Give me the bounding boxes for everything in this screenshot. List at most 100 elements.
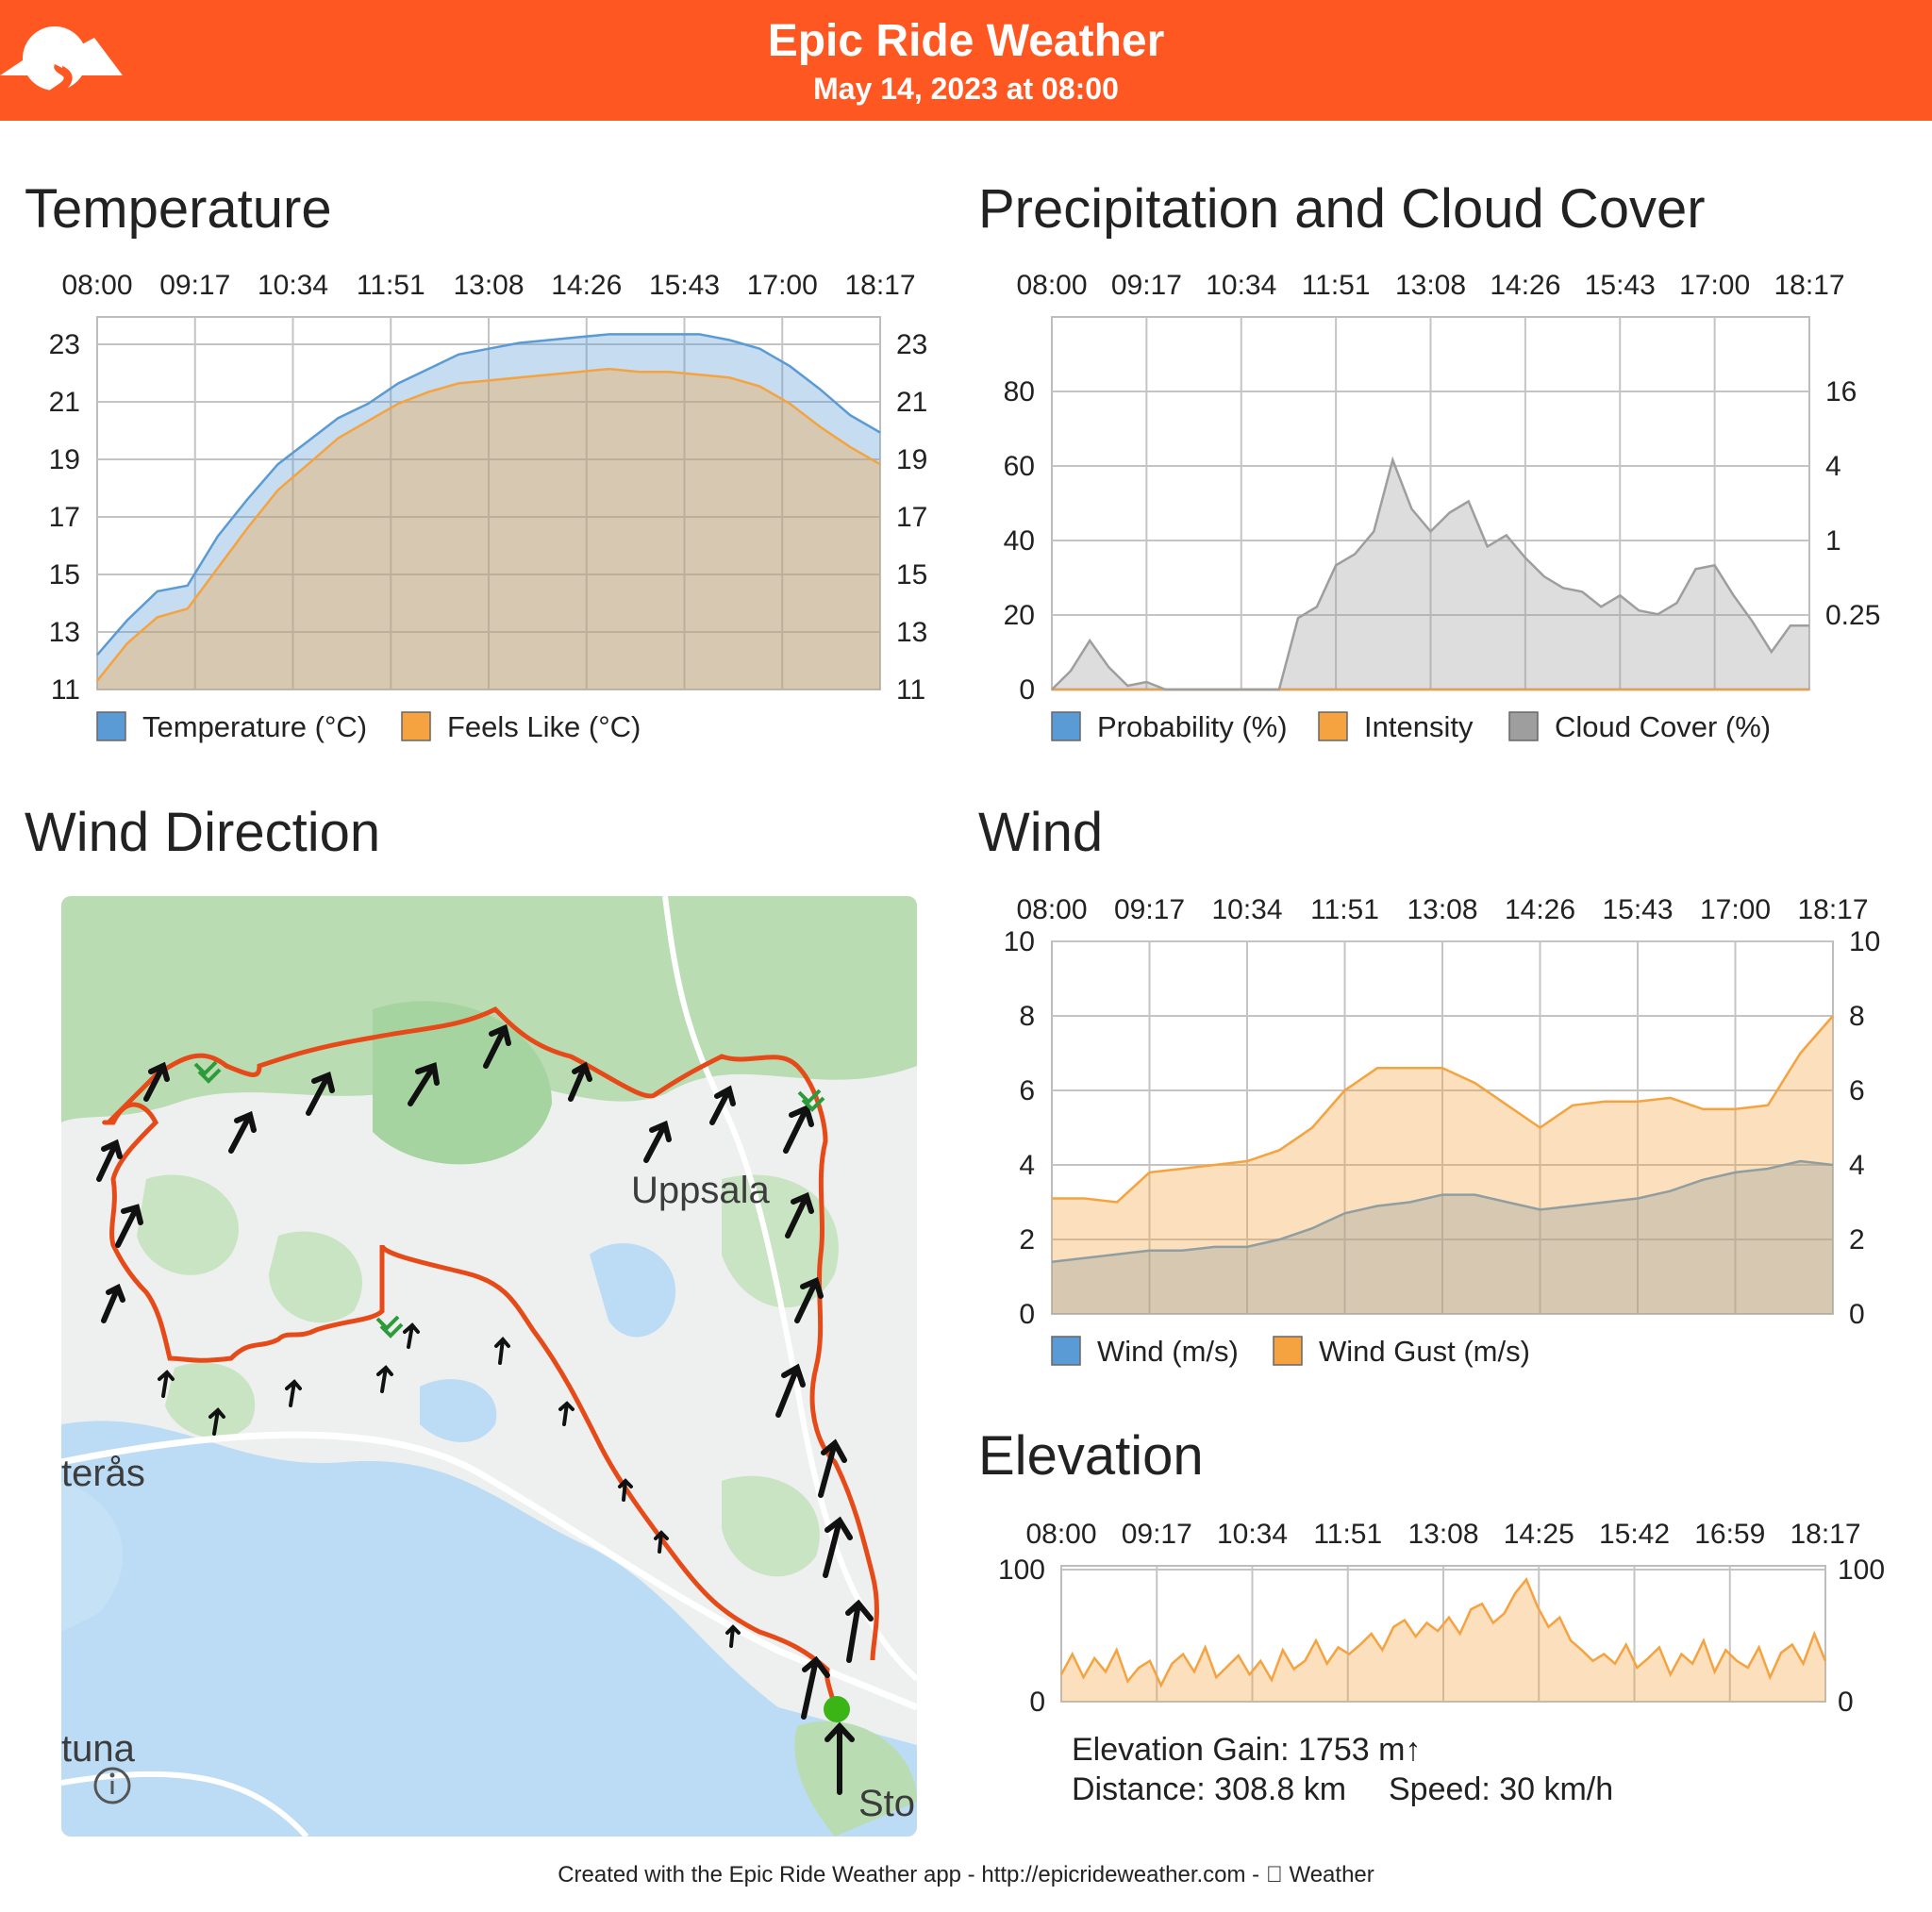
elevation-line-elevation <box>1059 1576 1827 1688</box>
elevation-x-tick: 18:17 <box>1790 1519 1860 1550</box>
map-label-sto: Sto <box>858 1783 916 1824</box>
temperature-y-tick-right: 17 <box>896 502 927 533</box>
wind-y-tick-left: 6 <box>1019 1075 1035 1106</box>
footer-credit: Created with the Epic Ride Weather app -… <box>558 1862 1374 1887</box>
temperature-plot: 08:00 09:17 10:34 11:51 13:08 14:26 15:43 17:00… <box>49 270 928 743</box>
precipitation-y-tick-right: 4 <box>1825 451 1841 482</box>
temperature-x-tick: 18:17 <box>844 270 915 301</box>
temperature-y-tick-right: 15 <box>896 559 927 590</box>
precipitation-title: Precipitation and Cloud Cover <box>978 178 1706 240</box>
precipitation-line-cloud-cover- <box>1051 456 1809 691</box>
wind-direction-map[interactable]: Uppsala terås tuna Sto <box>61 896 917 1837</box>
wind-x-tick: 10:34 <box>1211 894 1282 925</box>
elevation-y-tick-left: 100 <box>998 1555 1045 1586</box>
temperature-title: Temperature <box>25 178 332 240</box>
wind-y-tick-right: 4 <box>1849 1150 1865 1181</box>
wind-y-tick-right: 6 <box>1849 1075 1865 1106</box>
distance-stat: Distance: 308.8 km <box>1072 1771 1347 1807</box>
precipitation-chart: 08:00 09:17 10:34 11:51 13:08 14:26 15:43 17:00… <box>1004 270 1881 743</box>
temperature-y-tick-right: 19 <box>896 444 927 475</box>
wind-y-tick-left: 8 <box>1019 1001 1035 1032</box>
wind-x-tick: 14:26 <box>1505 894 1575 925</box>
temperature-x-tick: 14:26 <box>551 270 622 301</box>
wind-legend-label: Wind Gust (m/s) <box>1319 1335 1530 1368</box>
elevation-y-tick-right: 100 <box>1838 1555 1885 1586</box>
wind-x-tick: 13:08 <box>1407 894 1477 925</box>
wind-y-tick-right: 0 <box>1849 1299 1865 1330</box>
checkpoint-icons <box>193 1060 825 1338</box>
temperature-legend-swatch <box>96 711 126 741</box>
wind-y-tick-right: 2 <box>1849 1224 1865 1255</box>
wind-x-tick: 15:43 <box>1602 894 1673 925</box>
temperature-y-tick-right: 21 <box>896 387 927 418</box>
temperature-area-feels-like-c- <box>97 369 880 690</box>
elevation-gain: Elevation Gain: 1753 m↑ <box>1072 1732 1422 1768</box>
precipitation-legend-label: Cloud Cover (%) <box>1555 710 1771 743</box>
wind-line-wind-m-s- <box>1051 1159 1834 1263</box>
wind-chart: 08:00 09:17 10:34 11:51 13:08 14:26 15:43 17:00… <box>1004 894 1881 1368</box>
wind-legend-swatch <box>1051 1336 1081 1366</box>
temperature-y-tick-left: 15 <box>49 559 80 590</box>
elevation-x-tick: 16:59 <box>1694 1519 1765 1550</box>
map-canvas <box>61 896 917 1837</box>
precipitation-plot: 08:00 09:17 10:34 11:51 13:08 14:26 15:43 17:00… <box>1004 270 1881 743</box>
wind-legend-swatch <box>1273 1336 1303 1366</box>
route-line <box>102 1006 879 1708</box>
precipitation-y-tick-left: 40 <box>1004 525 1035 557</box>
precipitation-x-tick: 14:26 <box>1490 270 1560 301</box>
precipitation-legend-swatch <box>1508 711 1539 741</box>
info-icon[interactable] <box>93 1767 131 1804</box>
temperature-y-tick-left: 21 <box>49 387 80 418</box>
temperature-y-tick-right: 13 <box>896 617 927 648</box>
elevation-title: Elevation <box>978 1425 1204 1487</box>
start-marker-icon <box>824 1696 850 1722</box>
elevation-x-tick: 11:51 <box>1313 1519 1382 1550</box>
temperature-x-tick: 13:08 <box>453 270 524 301</box>
elevation-x-tick: 08:00 <box>1025 1519 1096 1550</box>
wind-x-tick: 08:00 <box>1016 894 1087 925</box>
precipitation-x-tick: 15:43 <box>1585 270 1656 301</box>
wind-y-tick-left: 4 <box>1019 1150 1035 1181</box>
precipitation-legend-label: Probability (%) <box>1097 710 1288 743</box>
elevation-area-elevation <box>1061 1579 1825 1702</box>
temperature-legend-label: Temperature (°C) <box>142 710 367 743</box>
precipitation-y-tick-right: 16 <box>1825 376 1857 407</box>
precipitation-y-tick-right: 1 <box>1825 525 1841 557</box>
temperature-legend-swatch <box>401 711 431 741</box>
map-label-teras: terås <box>61 1453 145 1494</box>
temperature-legend-label: Feels Like (°C) <box>447 710 641 743</box>
app-header: Epic Ride Weather May 14, 2023 at 08:00 <box>0 0 1932 121</box>
speed-stat: Speed: 30 km/h <box>1389 1771 1614 1807</box>
precipitation-legend-swatch <box>1051 711 1081 741</box>
temperature-y-tick-left: 13 <box>49 617 80 648</box>
precipitation-y-tick-left: 80 <box>1004 376 1035 407</box>
precipitation-x-tick: 18:17 <box>1774 270 1844 301</box>
temperature-y-tick-left: 23 <box>49 329 80 360</box>
wind-x-tick: 18:17 <box>1797 894 1868 925</box>
wind-y-tick-left: 2 <box>1019 1224 1035 1255</box>
app-title: Epic Ride Weather <box>767 16 1165 66</box>
wind-title: Wind <box>978 802 1104 863</box>
precipitation-x-tick: 13:08 <box>1395 270 1466 301</box>
wind-x-tick: 09:17 <box>1114 894 1185 925</box>
wind-y-tick-right: 10 <box>1849 926 1880 957</box>
elevation-x-tick: 15:42 <box>1599 1519 1670 1550</box>
wind-area-wind-gust-m-s- <box>1052 1016 1833 1314</box>
precipitation-y-tick-left: 20 <box>1004 600 1035 631</box>
precipitation-y-tick-right: 0.25 <box>1825 600 1880 631</box>
temperature-x-tick: 15:43 <box>649 270 720 301</box>
temperature-x-tick: 17:00 <box>747 270 818 301</box>
elevation-x-tick: 13:08 <box>1407 1519 1478 1550</box>
ride-date: May 14, 2023 at 08:00 <box>813 72 1119 106</box>
wind-plot: 08:00 09:17 10:34 11:51 13:08 14:26 15:43 17:00… <box>1004 894 1881 1368</box>
elevation-chart: 08:00 09:17 10:34 11:51 13:08 14:25 15:42 16:59… <box>998 1519 1885 1718</box>
precipitation-x-tick: 17:00 <box>1679 270 1750 301</box>
wind-x-tick: 17:00 <box>1700 894 1771 925</box>
temperature-x-tick: 09:17 <box>159 270 230 301</box>
elevation-y-tick-right: 0 <box>1838 1687 1854 1718</box>
precipitation-y-tick-left: 60 <box>1004 451 1035 482</box>
elevation-plot: 08:00 09:17 10:34 11:51 13:08 14:25 15:42 16:59… <box>998 1519 1885 1718</box>
wind-line-wind-gust-m-s- <box>1052 1015 1834 1204</box>
temperature-x-tick: 10:34 <box>258 270 328 301</box>
elevation-x-tick: 09:17 <box>1122 1519 1192 1550</box>
